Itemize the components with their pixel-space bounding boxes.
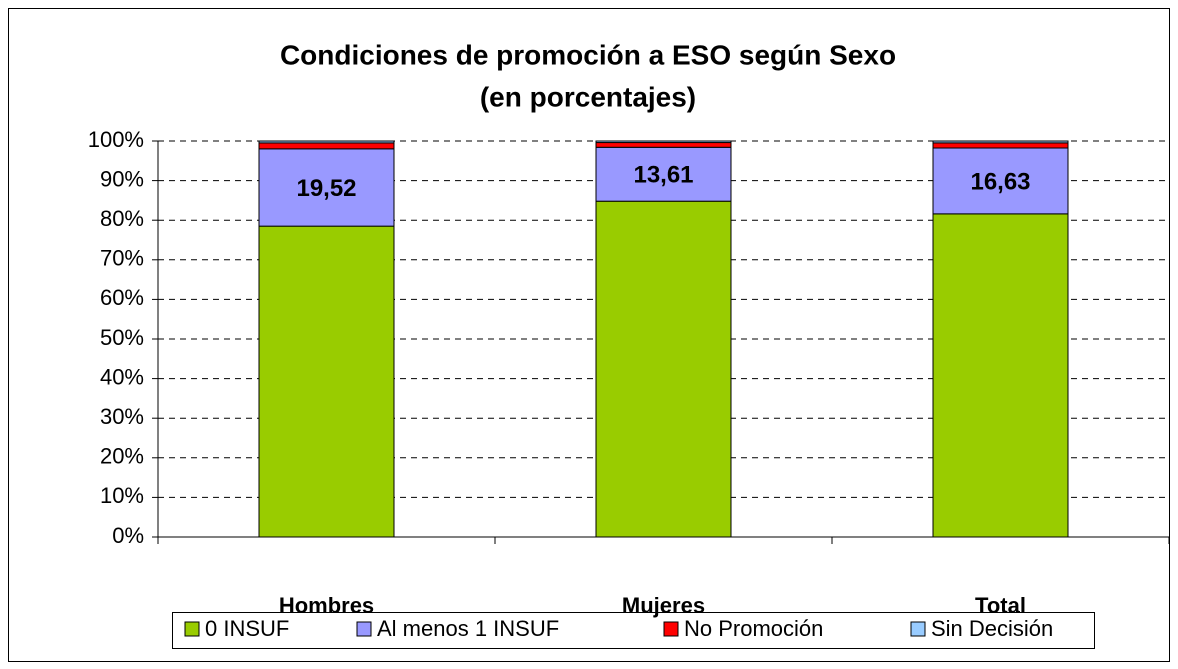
y-tick-label: 40% [100, 364, 144, 389]
y-tick-label: 100% [88, 127, 144, 152]
legend-swatch [910, 621, 926, 637]
bar-segment [258, 140, 395, 144]
legend-box [172, 612, 1095, 649]
bar-segment [932, 147, 1069, 215]
bar-segment [258, 148, 395, 227]
y-tick-label: 60% [100, 285, 144, 310]
y-tick-label: 10% [100, 483, 144, 508]
legend-swatch [184, 621, 200, 637]
x-tick-label: Hombres [279, 593, 374, 618]
data-label: 19,52 [296, 175, 356, 202]
y-tick-label: 90% [100, 166, 144, 191]
y-tick-label: 30% [100, 404, 144, 429]
legend-label: Sin Decisión [931, 616, 1053, 641]
y-tick-label: 20% [100, 444, 144, 469]
y-tick-label: 80% [100, 206, 144, 231]
legend-label: Al menos 1 INSUF [377, 616, 559, 641]
legend-label: 0 INSUF [205, 616, 289, 641]
bar-segment [595, 140, 732, 144]
bar-segment [258, 142, 395, 150]
bar-segment [932, 140, 1069, 144]
y-tick-label: 50% [100, 325, 144, 350]
bar-segment [932, 142, 1069, 149]
legend-swatch [356, 621, 372, 637]
bar-segment [595, 142, 732, 148]
y-tick-label: 70% [100, 246, 144, 271]
data-label: 13,61 [633, 162, 693, 189]
bar-segment [932, 213, 1069, 538]
bar-segment [595, 146, 732, 202]
chart-title: Condiciones de promoción a ESO según Sex… [280, 39, 896, 70]
x-tick-label: Total [975, 593, 1026, 618]
chart-subtitle: (en porcentajes) [480, 81, 696, 112]
bar-segment [258, 225, 395, 538]
legend-label: No Promoción [684, 616, 823, 641]
y-tick-label: 0% [112, 523, 144, 548]
data-label: 16,63 [970, 168, 1030, 195]
legend-swatch [663, 621, 679, 637]
bar-segment [595, 200, 732, 538]
x-tick-label: Mujeres [622, 593, 705, 618]
